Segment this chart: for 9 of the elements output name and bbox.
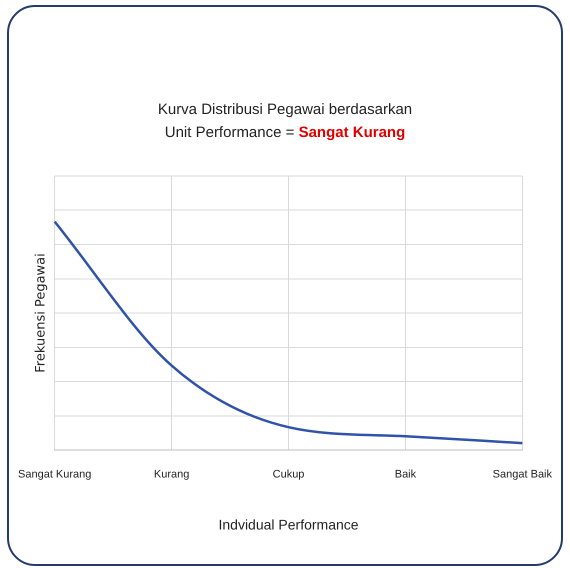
chart-subtitle: Unit Performance = Sangat Kurang: [164, 123, 406, 143]
chart-title: Kurva Distribusi Pegawai berdasarkan: [156, 100, 414, 120]
x-tick-label: Baik: [394, 468, 417, 481]
x-tick-label: Kurang: [154, 468, 190, 481]
x-tick-label: Sangat Kurang: [18, 468, 92, 481]
x-tick-label: Cukup: [272, 468, 304, 481]
x-axis-title: Indvidual Performance: [218, 516, 359, 532]
x-tick-label: Sangat Baik: [492, 468, 552, 481]
y-axis-title: Frekuensi Pegawai: [33, 253, 48, 373]
